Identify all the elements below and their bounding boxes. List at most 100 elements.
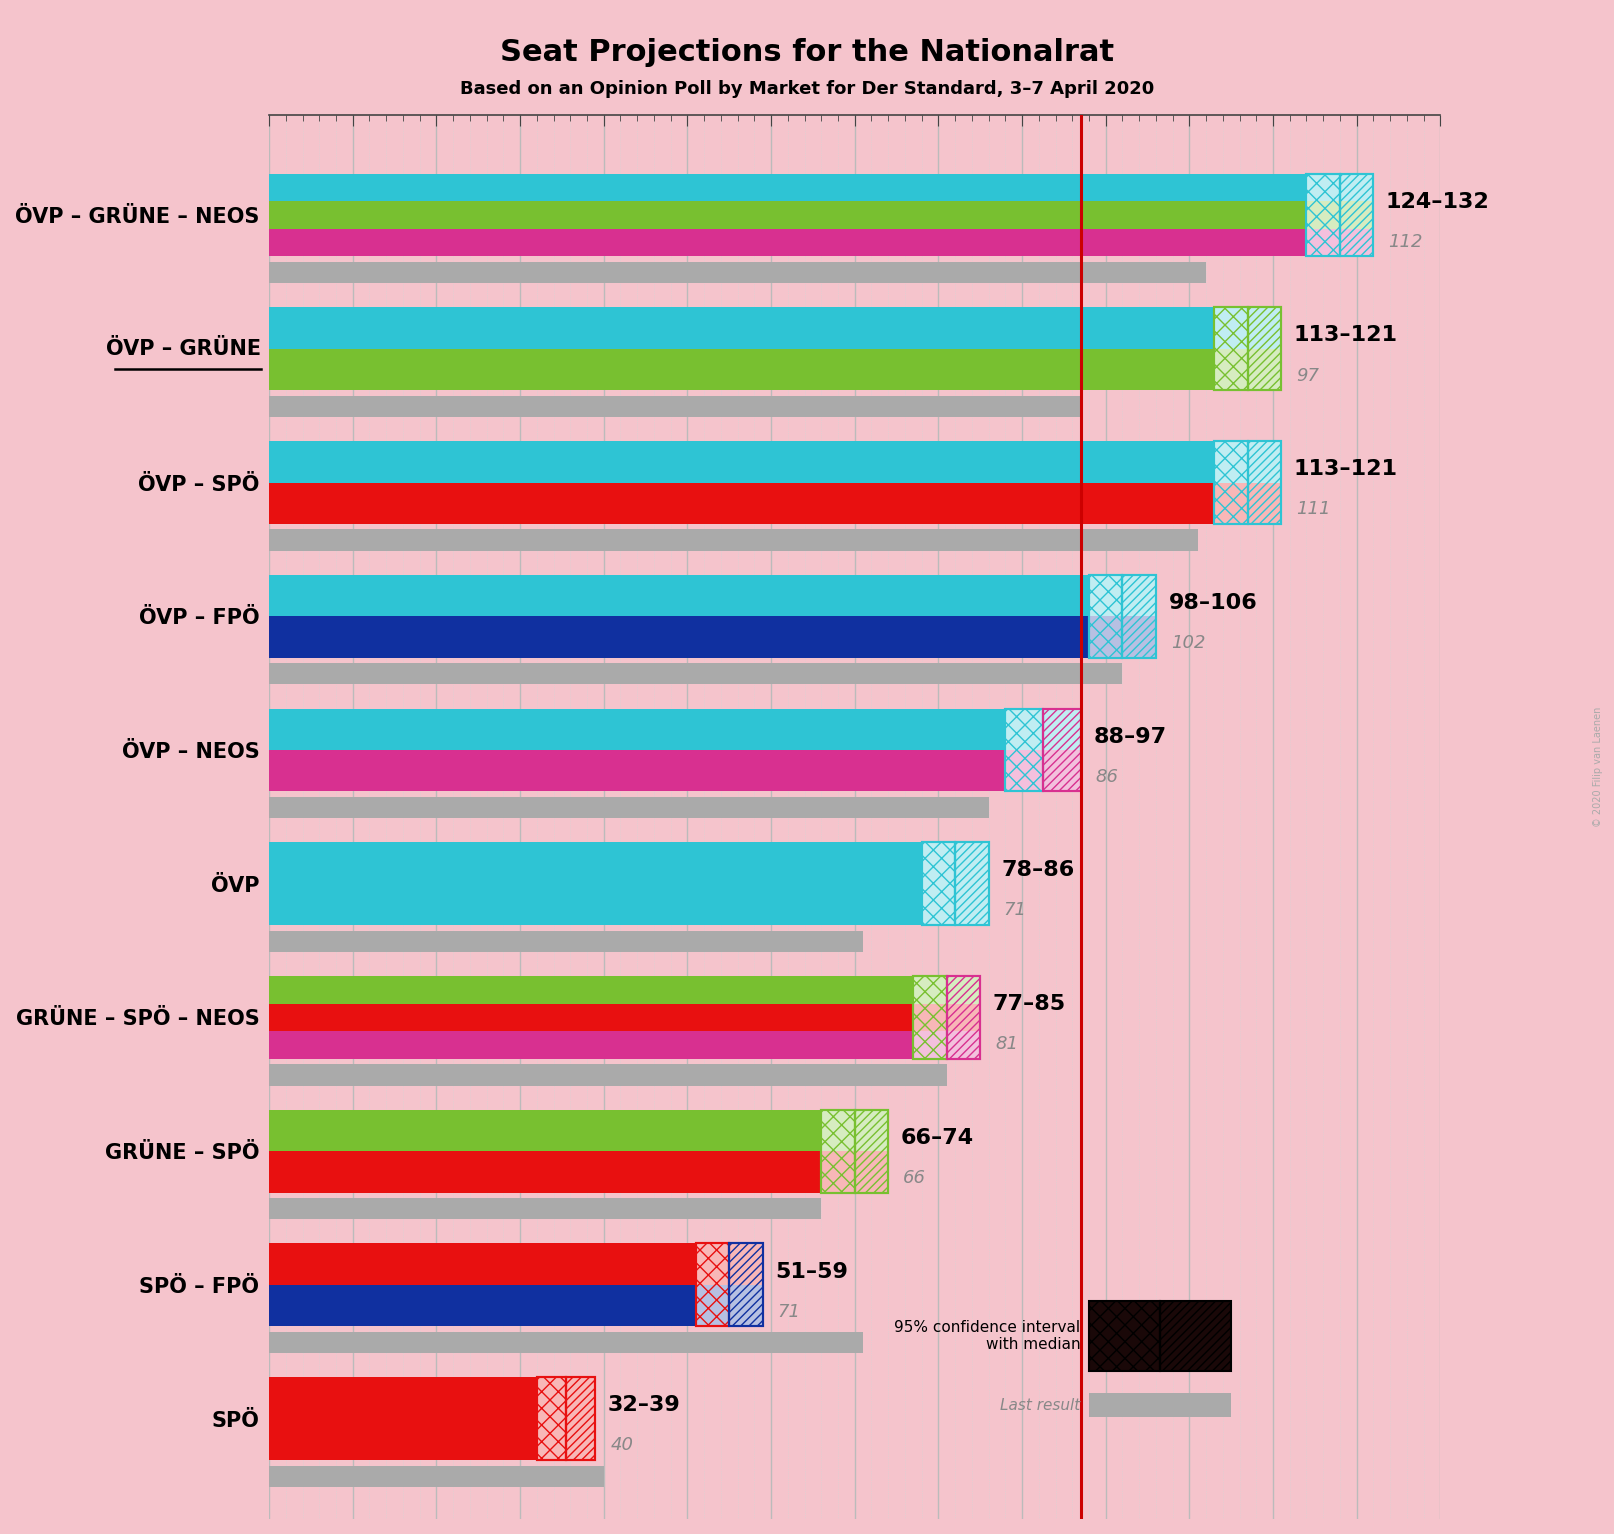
Bar <box>947 976 980 1058</box>
Bar <box>270 1198 822 1220</box>
Bar <box>1340 173 1374 256</box>
Bar <box>1043 709 1081 792</box>
Bar <box>914 976 947 1058</box>
Text: Based on an Opinion Poll by Market for Der Standard, 3–7 April 2020: Based on an Opinion Poll by Market for D… <box>460 80 1154 98</box>
Bar <box>270 1065 947 1086</box>
Bar <box>270 1031 980 1058</box>
Bar <box>1214 442 1248 525</box>
Bar <box>567 1378 596 1460</box>
Bar <box>1214 307 1248 390</box>
Bar <box>270 709 1081 750</box>
Bar <box>1006 709 1043 792</box>
Bar <box>1043 709 1081 792</box>
Text: Seat Projections for the Nationalrat: Seat Projections for the Nationalrat <box>500 38 1114 67</box>
Bar <box>822 1109 855 1192</box>
Text: 40: 40 <box>610 1436 633 1454</box>
Text: 113–121: 113–121 <box>1294 459 1398 479</box>
Text: 71: 71 <box>778 1302 801 1321</box>
Bar <box>270 173 1374 201</box>
Text: 86: 86 <box>1096 767 1119 785</box>
Bar <box>537 1378 567 1460</box>
Bar <box>1248 307 1282 390</box>
Text: 81: 81 <box>996 1035 1018 1054</box>
Text: 102: 102 <box>1172 634 1206 652</box>
Bar <box>270 348 1282 390</box>
Bar <box>537 1378 567 1460</box>
Text: 95% confidence interval
with median: 95% confidence interval with median <box>894 1319 1081 1351</box>
Bar <box>855 1109 888 1192</box>
Bar <box>1306 173 1340 256</box>
Bar <box>1089 1393 1231 1417</box>
Bar <box>1006 709 1043 792</box>
Bar <box>1214 307 1248 390</box>
Bar <box>955 842 989 925</box>
Bar <box>1089 1301 1160 1370</box>
Bar <box>947 976 980 1058</box>
Bar <box>270 1285 763 1327</box>
Text: 112: 112 <box>1388 233 1424 250</box>
Bar <box>1248 307 1282 390</box>
Bar <box>567 1378 596 1460</box>
Bar <box>947 976 980 1058</box>
Bar <box>1122 575 1156 658</box>
Text: 113–121: 113–121 <box>1294 325 1398 345</box>
Bar <box>270 483 1282 525</box>
Text: 51–59: 51–59 <box>775 1261 847 1281</box>
Bar <box>270 307 1282 348</box>
Bar <box>1089 575 1122 658</box>
Bar <box>1214 442 1248 525</box>
Bar <box>270 262 1206 284</box>
Text: 98–106: 98–106 <box>1169 592 1257 614</box>
Bar <box>855 1109 888 1192</box>
Bar <box>1248 442 1282 525</box>
Bar <box>696 1244 730 1327</box>
Text: 66–74: 66–74 <box>901 1127 973 1147</box>
Bar <box>1122 575 1156 658</box>
Bar <box>270 1109 888 1150</box>
Bar <box>270 1378 596 1460</box>
Text: 97: 97 <box>1296 367 1320 385</box>
Bar <box>1340 173 1374 256</box>
Bar <box>730 1244 763 1327</box>
Bar <box>1306 173 1340 256</box>
Bar <box>822 1109 855 1192</box>
Text: 77–85: 77–85 <box>993 994 1065 1014</box>
Bar <box>537 1378 567 1460</box>
Bar <box>270 529 1198 551</box>
Text: 111: 111 <box>1296 500 1332 518</box>
Bar <box>270 663 1122 684</box>
Bar <box>1214 307 1248 390</box>
Bar <box>270 617 1156 658</box>
Bar <box>922 842 955 925</box>
Bar <box>1306 173 1340 256</box>
Bar <box>922 842 955 925</box>
Bar <box>270 1244 763 1285</box>
Bar <box>922 842 955 925</box>
Bar <box>1089 575 1122 658</box>
Bar <box>1248 442 1282 525</box>
Text: 71: 71 <box>1004 902 1027 919</box>
Bar <box>1214 442 1248 525</box>
Bar <box>1043 709 1081 792</box>
Text: 88–97: 88–97 <box>1093 727 1167 747</box>
Bar <box>730 1244 763 1327</box>
Bar <box>270 575 1156 617</box>
Bar <box>730 1244 763 1327</box>
Bar <box>1160 1301 1231 1370</box>
Bar <box>1248 442 1282 525</box>
Bar <box>270 750 1081 792</box>
Bar <box>270 442 1282 483</box>
Bar <box>914 976 947 1058</box>
Bar <box>270 931 863 953</box>
Bar <box>270 201 1374 229</box>
Bar <box>270 1465 604 1486</box>
Text: 124–132: 124–132 <box>1386 192 1490 212</box>
Bar <box>1122 575 1156 658</box>
Bar <box>696 1244 730 1327</box>
Bar <box>270 1003 980 1031</box>
Bar <box>270 842 989 925</box>
Bar <box>914 976 947 1058</box>
Bar <box>822 1109 855 1192</box>
Text: ÖVP – GRÜNE: ÖVP – GRÜNE <box>105 339 261 359</box>
Bar <box>1089 575 1122 658</box>
